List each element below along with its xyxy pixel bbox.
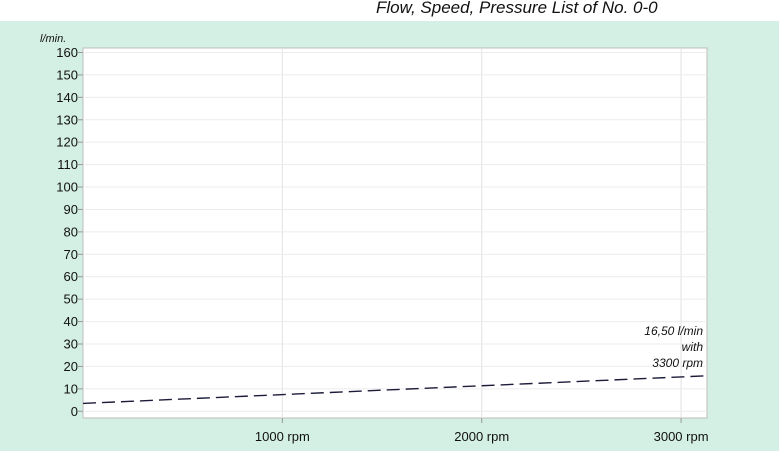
line-end-annotation: 16,50 l/min with 3300 rpm <box>644 324 703 370</box>
x-tick-label: 3000 rpm <box>654 429 709 444</box>
y-tick-label: 0 <box>71 404 78 419</box>
series-group <box>83 375 707 405</box>
vertical-gridlines <box>281 48 682 418</box>
y-tick-label: 10 <box>64 381 78 396</box>
y-tick-label: 90 <box>64 202 78 217</box>
y-axis-unit: l/min. <box>40 33 66 45</box>
x-tick-label: 2000 rpm <box>454 429 509 444</box>
annotation-line-2: with <box>682 340 704 354</box>
series-line-0 <box>83 375 707 405</box>
y-tick-label: 30 <box>64 337 78 352</box>
y-tick-label: 110 <box>57 157 78 172</box>
y-tick-label: 20 <box>64 359 78 374</box>
y-tick-label: 160 <box>56 45 78 60</box>
y-tick-label: 70 <box>64 247 78 262</box>
y-tick-label: 80 <box>64 224 78 239</box>
plot-area <box>82 47 708 419</box>
y-tick-label: 120 <box>56 135 78 150</box>
y-axis: 0 10 20 30 40 50 60 70 80 90 100 110 120 130 140 150 160 <box>56 45 707 419</box>
chart-title: Flow, Speed, Pressure List of No. 0-0 <box>376 0 658 17</box>
y-tick-label: 140 <box>56 90 78 105</box>
y-tick-label: 130 <box>56 112 78 127</box>
y-tick-label: 40 <box>64 314 78 329</box>
y-tick-label: 50 <box>64 292 78 307</box>
annotation-line-3: 3300 rpm <box>652 356 703 370</box>
x-axis: 1000 rpm 2000 rpm 3000 rpm <box>255 418 709 444</box>
annotation-line-1: 16,50 l/min <box>644 324 703 338</box>
y-tick-label: 100 <box>56 180 78 195</box>
y-tick-label: 60 <box>64 269 78 284</box>
y-tick-label: 150 <box>56 67 78 82</box>
x-tick-label: 1000 rpm <box>255 429 310 444</box>
